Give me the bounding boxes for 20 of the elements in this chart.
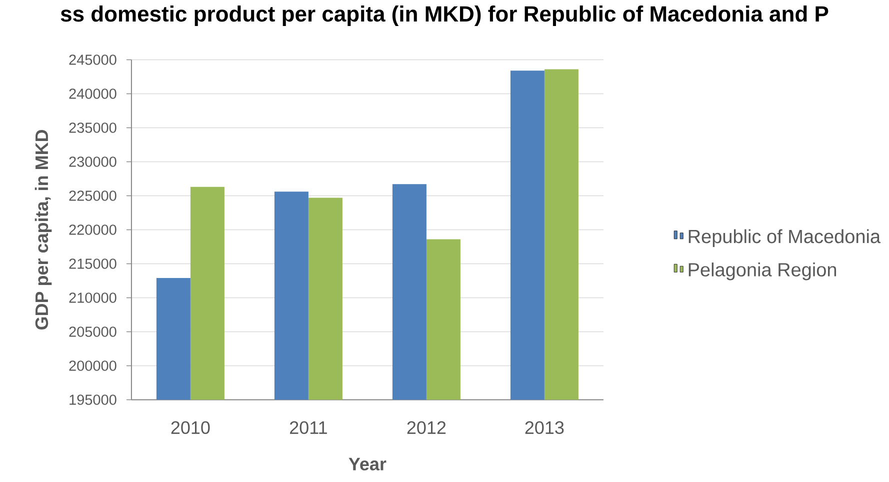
y-tick-label: 230000 — [69, 156, 116, 167]
y-tick-label: 235000 — [69, 122, 116, 133]
legend-label: Republic of Macedonia — [688, 229, 881, 247]
y-tick-label: 200000 — [69, 360, 116, 371]
chart-title: ss domestic product per capita (in MKD) for Republic of Macedonia and P — [60, 6, 828, 26]
y-tick-label: 215000 — [69, 258, 116, 269]
x-tick-label: 2010 — [171, 421, 210, 434]
y-axis-title: GDP per capita, in MKD — [34, 130, 52, 330]
y-tick-label: 205000 — [69, 326, 116, 337]
y-tick-label: 220000 — [69, 224, 116, 235]
y-tick-label: 210000 — [69, 292, 116, 303]
y-tick-label: 225000 — [69, 190, 116, 201]
y-tick-label: 245000 — [69, 54, 116, 65]
y-tick-label: 195000 — [70, 394, 116, 405]
legend-label: Pelagonia Region — [688, 262, 836, 280]
x-axis-title: Year — [348, 458, 386, 470]
x-tick-label: 2013 — [525, 421, 564, 434]
y-tick-label: 240000 — [69, 88, 116, 99]
x-tick-label: 2012 — [407, 421, 446, 434]
x-tick-label: 2011 — [290, 421, 327, 434]
